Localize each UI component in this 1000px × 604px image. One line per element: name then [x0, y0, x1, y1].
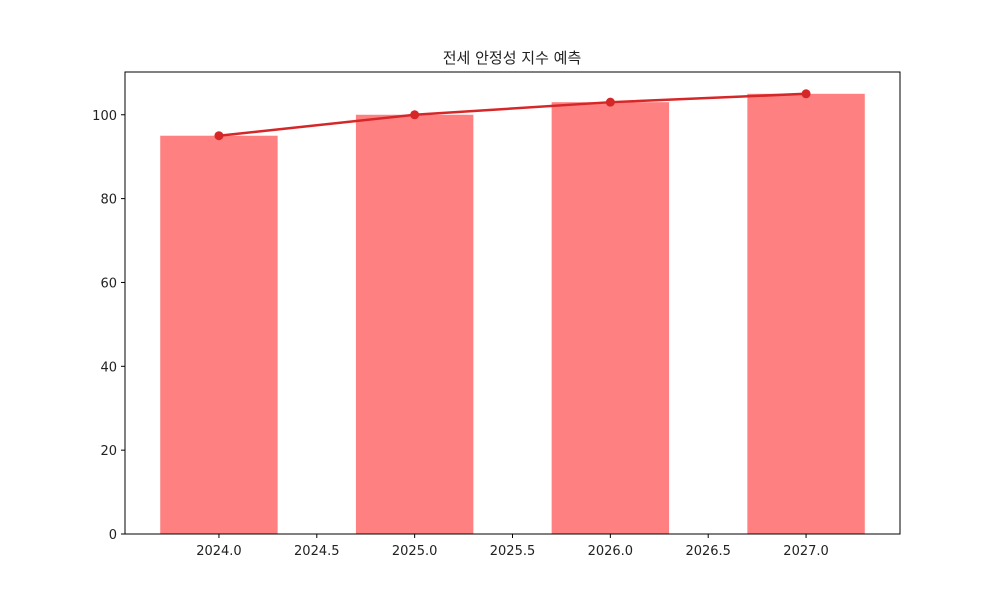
y-tick-label: 20: [100, 444, 117, 459]
line-marker: [605, 97, 615, 107]
x-tick-label: 2025.0: [392, 544, 438, 559]
chart-title: 전세 안정성 지수 예측: [443, 49, 582, 67]
bar: [551, 102, 670, 534]
line-marker: [801, 89, 811, 99]
y-tick-label: 80: [100, 193, 117, 208]
x-tick-label: 2026.0: [588, 544, 634, 559]
bar-series: [160, 93, 865, 535]
y-tick-label: 0: [109, 528, 117, 543]
x-tick-label: 2024.5: [294, 544, 340, 559]
x-tick-label: 2026.5: [685, 544, 731, 559]
y-tick-label: 100: [92, 109, 117, 124]
line-series: [214, 89, 811, 141]
x-tick-label: 2024.0: [196, 544, 242, 559]
y-tick-label: 40: [100, 360, 117, 375]
x-axis: 2024.0 2024.5 2025.0 2025.5 2026.0 2026.5 2027…: [196, 534, 829, 559]
line-marker: [214, 131, 224, 141]
bar: [160, 135, 278, 535]
trend-line: [218, 92, 807, 137]
bar: [747, 93, 865, 535]
x-tick-label: 2027.0: [783, 544, 829, 559]
line-marker: [410, 110, 420, 120]
y-tick-label: 60: [100, 276, 117, 291]
bar: [355, 114, 474, 534]
x-tick-label: 2025.5: [490, 544, 536, 559]
y-axis: 0 20 40 60 80 100: [92, 109, 125, 543]
